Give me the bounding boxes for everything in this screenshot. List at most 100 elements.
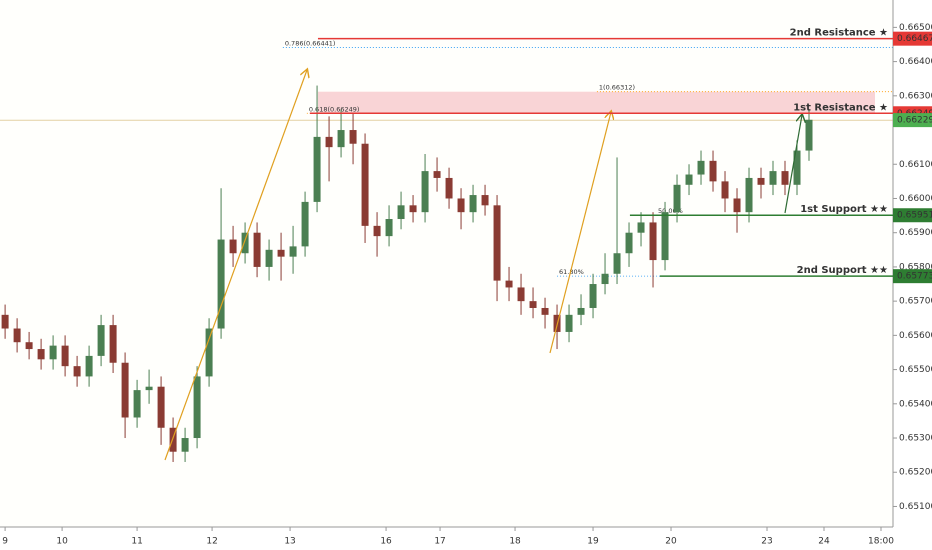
candle-body [709,160,717,182]
price-label-box [893,269,932,284]
y-tick-label: 0.65100 [899,502,932,512]
candle-body [85,355,93,377]
candle-body [673,184,681,213]
fib-label: 50.00% [658,207,683,215]
candle-body [781,171,789,185]
level-name: 2nd Support ★★ [797,265,888,276]
candle-body [469,195,477,213]
x-tick-label: 11 [131,537,142,547]
candle-body [457,198,465,213]
x-tick-label: 16 [380,537,392,547]
candle-body [445,177,453,199]
candle-body [301,201,309,247]
candle-body [133,390,141,418]
candle-body [433,171,441,178]
candle-body [517,287,525,302]
candle-body [73,366,81,377]
x-tick-label: 12 [206,537,217,547]
level-name: 1st Support ★★ [800,204,888,215]
candle-body [313,136,321,202]
candle-body [181,438,189,452]
candle-body [397,205,405,220]
candle-body [145,386,153,391]
candle-body [745,177,753,213]
x-tick-label: 19 [587,537,599,547]
arrow [784,115,802,214]
candle-body [733,198,741,213]
candle-body [121,362,129,418]
candle-body [289,246,297,257]
x-tick-label: 20 [665,537,677,547]
resistance-zone [317,91,876,114]
candle-body [193,376,201,439]
candle-body [661,212,669,261]
candle-body [481,195,489,206]
candle-body [589,284,597,308]
x-tick-label: 24 [818,537,830,547]
candle-body [577,307,585,315]
candle-body [169,427,177,452]
candle-body [493,205,501,281]
candle-body [613,253,621,274]
candle-body [421,171,429,213]
candle-body [529,301,537,308]
candle-body [685,174,693,185]
candle-body [649,222,657,261]
candle-body [541,307,549,315]
price-label: 0.66467 [897,34,932,44]
price-label: 0.65951 [897,211,932,221]
price-label-box [893,31,932,46]
x-tick-label: 18 [509,537,521,547]
candle-body [793,150,801,185]
arrow [164,70,307,461]
fib-label: 0.786(0.66441) [285,40,336,48]
candle-body [265,249,273,267]
candle-body [505,280,513,288]
candle-body [601,273,609,285]
candle-body [1,314,9,329]
x-tick-label: 13 [284,537,295,547]
candle-body [205,328,213,377]
candle-body [229,239,237,254]
x-tick-label: 10 [56,537,68,547]
candle-body [325,136,333,148]
candle-body [337,130,345,148]
candle-body [277,249,285,257]
candle-body [769,171,777,185]
fib-label: 61.80% [559,268,584,276]
x-tick-label: 23 [761,537,772,547]
fib-label: 0.618(0.66249) [309,105,360,113]
candle-body [37,349,45,360]
candle-body [409,205,417,213]
price-label-box [893,113,932,128]
candle-body [61,345,69,367]
x-tick-label: 9 [2,537,8,547]
candle-body [625,232,633,254]
candle-body [217,239,225,329]
candle-body [349,130,357,144]
candle-body [757,177,765,185]
candle-body [241,232,249,254]
candle-body [721,181,729,199]
candle-body [385,219,393,237]
price-label: 0.66229 [897,116,932,126]
candle-body [361,143,369,226]
candle-body [25,342,33,350]
level-name: 1st Resistance ★ [793,102,888,113]
candle-body [565,314,573,332]
candle-body [253,232,261,267]
candle-body [697,160,705,175]
candle-body [805,119,813,151]
candle-body [109,325,117,363]
x-tick-label: 17 [434,537,445,547]
x-tick-label: 18:00 [868,537,894,547]
price-label-box [893,208,932,223]
